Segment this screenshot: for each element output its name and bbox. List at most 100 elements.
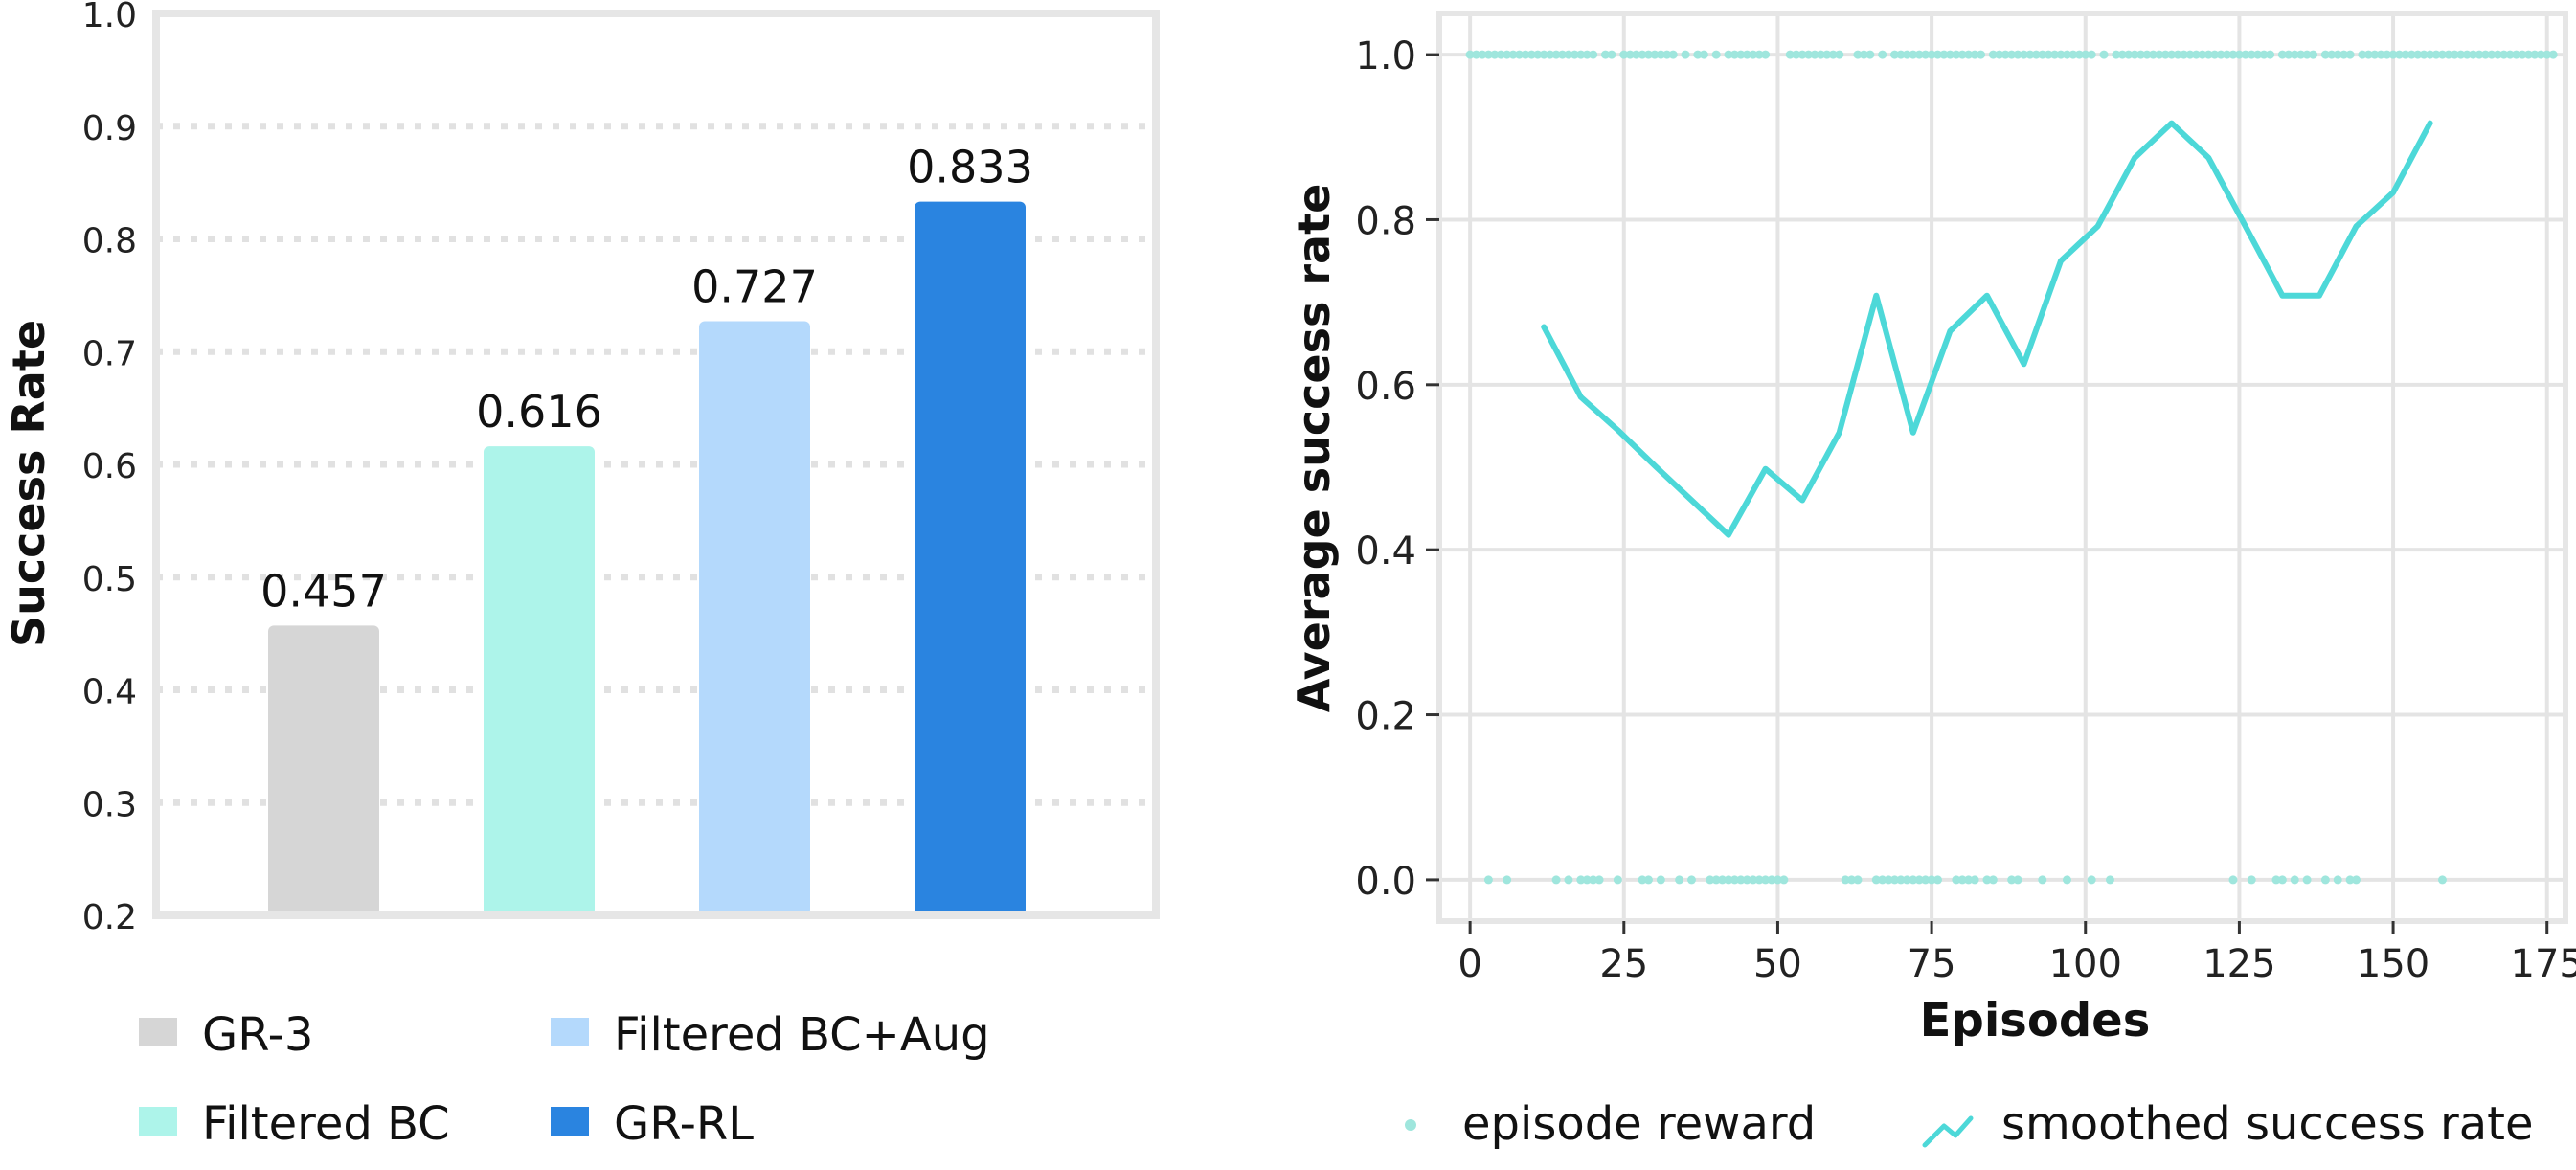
bar-legend-swatch	[551, 1107, 589, 1136]
episode-reward-point	[1539, 50, 1548, 59]
episode-reward-point	[2394, 50, 2404, 59]
episode-reward-point	[2105, 875, 2114, 885]
episode-reward-point	[2087, 50, 2096, 59]
bar-data-label: 0.457	[260, 565, 387, 617]
episode-reward-point	[1472, 50, 1481, 59]
episode-reward-point	[1465, 50, 1475, 59]
episode-reward-point	[2493, 50, 2502, 59]
episode-reward-point	[2456, 50, 2466, 59]
episode-reward-point	[1835, 50, 1844, 59]
line-legend-label: episode reward	[1462, 1097, 1816, 1151]
episode-reward-point	[1533, 50, 1543, 59]
bar-filtered-bc-aug	[699, 321, 810, 915]
episode-reward-point	[1902, 875, 1911, 885]
episode-reward-point	[2469, 50, 2478, 59]
episode-reward-point	[2081, 50, 2090, 59]
episode-reward-point	[2136, 50, 2146, 59]
episode-reward-point	[1927, 50, 1936, 59]
episode-reward-point	[2062, 875, 2071, 885]
episode-reward-point	[1503, 875, 1512, 885]
bar-y-tick-label: 0.6	[82, 447, 137, 486]
episode-reward-point	[2216, 50, 2226, 59]
episode-reward-point	[2333, 50, 2342, 59]
episode-reward-point	[1828, 50, 1838, 59]
episode-reward-point	[2155, 50, 2164, 59]
episode-reward-point	[2148, 50, 2158, 59]
episode-reward-point	[1927, 875, 1936, 885]
episode-reward-point	[1570, 50, 1579, 59]
episode-reward-point	[1589, 875, 1598, 885]
bar-y-tick-label: 0.3	[82, 785, 137, 824]
episode-reward-point	[1546, 50, 1555, 59]
episode-reward-point	[1921, 50, 1931, 59]
line-y-axis-ticks: 0.0 0.2 0.4 0.6 0.8 1.0	[1355, 34, 1439, 904]
episode-reward-point	[1878, 875, 1887, 885]
episode-reward-point	[1558, 50, 1568, 59]
episode-reward-point	[1792, 50, 1801, 59]
episode-reward-point	[1957, 50, 1967, 59]
episode-reward-point	[1711, 875, 1721, 885]
line-x-tick-label: 0	[1457, 942, 1481, 986]
episode-reward-point	[2050, 50, 2060, 59]
line-legend-line-marker	[1922, 1115, 1974, 1148]
episode-reward-point	[1785, 50, 1795, 59]
episode-reward-point	[1988, 875, 1998, 885]
episode-reward-point	[1742, 50, 1751, 59]
episode-reward-point	[2198, 50, 2207, 59]
episode-reward-point	[2112, 50, 2121, 59]
bar-y-tick-label: 0.9	[82, 109, 137, 148]
line-x-axis-label: Episodes	[1920, 994, 2151, 1047]
episode-reward-point	[1521, 50, 1530, 59]
episode-reward-point	[2247, 50, 2256, 59]
episode-reward-point	[1921, 875, 1931, 885]
episode-reward-points	[1465, 50, 2558, 885]
episode-reward-point	[2180, 50, 2189, 59]
episode-reward-point	[2407, 50, 2416, 59]
episode-reward-point	[2518, 50, 2527, 59]
episode-reward-point	[1909, 875, 1918, 885]
episode-reward-point	[1638, 50, 1647, 59]
episode-reward-point	[1982, 875, 1992, 885]
episode-reward-point	[2099, 50, 2109, 59]
line-x-tick-label: 75	[1908, 942, 1956, 986]
line-y-tick-label: 0.0	[1355, 860, 1416, 904]
episode-reward-point	[1681, 50, 1690, 59]
episode-reward-point	[1853, 875, 1863, 885]
episode-reward-point	[2444, 50, 2453, 59]
episode-reward-point	[1662, 50, 1672, 59]
line-x-tick-label: 25	[1599, 942, 1648, 986]
episode-reward-point	[1632, 50, 1641, 59]
episode-reward-point	[1988, 50, 1998, 59]
episode-reward-point	[1797, 50, 1807, 59]
bar-legend-label: Filtered BC	[202, 1097, 450, 1151]
episode-reward-point	[2124, 50, 2134, 59]
line-legend: episode reward smoothed success rate	[1405, 1097, 2534, 1151]
episode-reward-point	[2044, 50, 2053, 59]
episode-reward-point	[2530, 50, 2540, 59]
line-y-axis-label: Average success rate	[1288, 184, 1340, 713]
episode-reward-point	[1490, 50, 1500, 59]
episode-reward-point	[2345, 875, 2355, 885]
bar-legend-label: GR-RL	[614, 1097, 754, 1151]
episode-reward-point	[2284, 50, 2294, 59]
episode-reward-point	[1767, 875, 1776, 885]
episode-reward-point	[2512, 50, 2521, 59]
episode-reward-point	[2056, 50, 2066, 59]
episode-reward-point	[2345, 50, 2355, 59]
line-chart: 0.0 0.2 0.4 0.6 0.8 1.0 0 25 50 75 100 125 150 175 E…	[1288, 11, 2576, 1151]
episode-reward-point	[1643, 50, 1653, 59]
episode-reward-point	[2302, 50, 2312, 59]
bar-legend-label: GR-3	[202, 1008, 313, 1062]
bar-gr-3	[268, 625, 379, 915]
episode-reward-point	[1564, 875, 1573, 885]
episode-reward-point	[2333, 875, 2342, 885]
line-y-tick-label: 1.0	[1355, 34, 1416, 79]
line-legend-label: smoothed success rate	[2001, 1097, 2534, 1151]
episode-reward-point	[2007, 50, 2017, 59]
episode-reward-point	[1964, 875, 1974, 885]
episode-reward-point	[1729, 50, 1739, 59]
episode-reward-point	[1761, 50, 1771, 59]
episode-reward-point	[1736, 875, 1746, 885]
episode-reward-point	[1909, 50, 1918, 59]
